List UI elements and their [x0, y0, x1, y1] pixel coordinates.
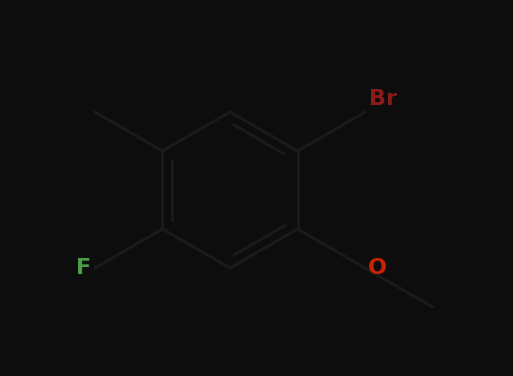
Text: O: O — [368, 258, 387, 278]
Text: Br: Br — [369, 89, 397, 109]
Text: F: F — [76, 258, 91, 278]
